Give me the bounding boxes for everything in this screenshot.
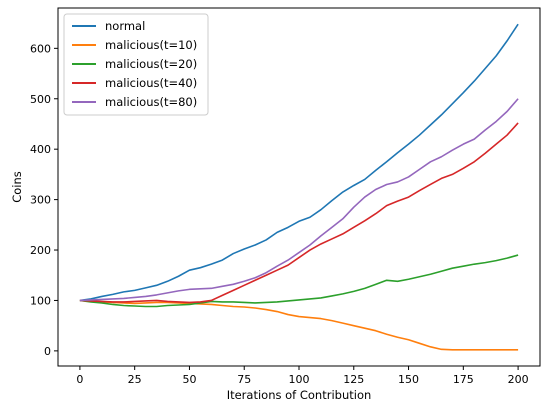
legend-label-1: malicious(t=10) [105,38,197,52]
x-tick-label: 100 [289,373,310,386]
series-line-2 [79,254,519,308]
legend-label-4: malicious(t=80) [105,95,197,109]
x-axis-ticks: 0 25 50 75 100 125 150 175 200 [76,366,529,386]
legend-label-0: normal [105,19,145,33]
x-tick-label: 150 [398,373,419,386]
legend: normal malicious(t=10) malicious(t=20) mali… [63,13,209,116]
x-tick-label: 25 [128,373,142,386]
x-tick-label: 50 [182,373,196,386]
y-axis-ticks: 0 100 200 300 400 500 600 [30,42,58,358]
y-tick-label: 100 [30,294,51,307]
x-axis-label: Iterations of Contribution [227,388,372,402]
legend-label-3: malicious(t=40) [105,76,197,90]
y-tick-label: 500 [30,93,51,106]
series-line-0 [79,23,519,302]
y-tick-label: 0 [44,345,51,358]
legend-box [63,13,209,116]
x-tick-label: 175 [453,373,474,386]
y-tick-label: 600 [30,42,51,55]
series-line-1 [79,299,519,351]
x-tick-label: 200 [508,373,529,386]
x-tick-label: 75 [237,373,251,386]
x-tick-label: 0 [76,373,83,386]
series-layer [79,23,519,351]
legend-label-2: malicious(t=20) [105,57,197,71]
x-tick-label: 125 [343,373,364,386]
y-tick-label: 200 [30,244,51,257]
series-line-3 [79,122,519,304]
series-line-4 [79,98,519,302]
y-tick-label: 300 [30,194,51,207]
y-tick-label: 400 [30,143,51,156]
y-axis-label: Coins [10,171,24,203]
